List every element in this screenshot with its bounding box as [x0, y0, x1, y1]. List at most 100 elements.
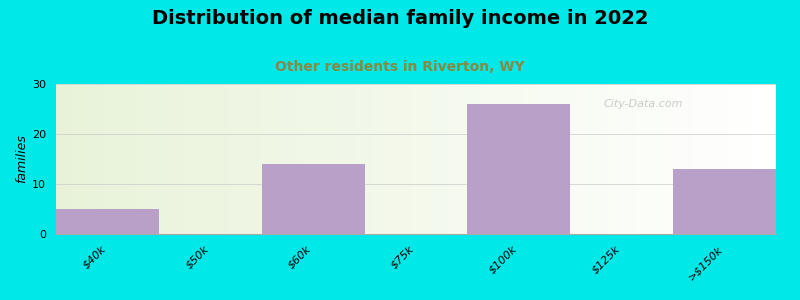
- Bar: [250, 84, 254, 234]
- Bar: [229, 84, 232, 234]
- Bar: [82, 84, 85, 234]
- Bar: [459, 84, 462, 234]
- Bar: [67, 84, 70, 234]
- Text: Distribution of median family income in 2022: Distribution of median family income in …: [152, 9, 648, 28]
- Bar: [740, 84, 743, 234]
- Bar: [538, 84, 542, 234]
- Bar: [574, 84, 578, 234]
- Bar: [337, 84, 341, 234]
- Bar: [668, 84, 671, 234]
- Bar: [56, 84, 60, 234]
- Bar: [409, 84, 413, 234]
- Bar: [294, 84, 298, 234]
- Bar: [697, 84, 701, 234]
- Bar: [722, 84, 726, 234]
- Bar: [308, 84, 311, 234]
- Bar: [618, 84, 621, 234]
- Bar: [603, 84, 606, 234]
- Bar: [693, 84, 697, 234]
- Bar: [362, 84, 366, 234]
- Bar: [164, 84, 168, 234]
- Bar: [747, 84, 750, 234]
- Bar: [704, 84, 707, 234]
- Bar: [358, 84, 362, 234]
- Bar: [467, 104, 570, 234]
- Bar: [254, 84, 258, 234]
- Bar: [517, 84, 520, 234]
- Bar: [186, 84, 189, 234]
- Bar: [567, 84, 570, 234]
- Bar: [275, 84, 279, 234]
- Bar: [553, 84, 556, 234]
- Bar: [226, 84, 229, 234]
- Bar: [171, 84, 175, 234]
- Bar: [556, 84, 560, 234]
- Bar: [157, 84, 160, 234]
- Bar: [114, 84, 118, 234]
- Bar: [442, 84, 445, 234]
- Bar: [193, 84, 197, 234]
- Bar: [466, 84, 470, 234]
- Bar: [150, 84, 154, 234]
- Bar: [625, 84, 629, 234]
- Bar: [730, 84, 733, 234]
- Bar: [139, 84, 142, 234]
- Bar: [701, 84, 704, 234]
- Bar: [673, 169, 776, 234]
- Bar: [304, 84, 308, 234]
- Bar: [671, 84, 675, 234]
- Bar: [514, 84, 517, 234]
- Bar: [398, 84, 402, 234]
- Bar: [182, 84, 186, 234]
- Bar: [430, 84, 434, 234]
- Bar: [715, 84, 718, 234]
- Bar: [686, 84, 690, 234]
- Bar: [394, 84, 398, 234]
- Bar: [524, 84, 527, 234]
- Bar: [560, 84, 563, 234]
- Bar: [246, 84, 250, 234]
- Bar: [290, 84, 294, 234]
- Bar: [527, 84, 531, 234]
- Bar: [502, 84, 506, 234]
- Bar: [322, 84, 326, 234]
- Bar: [452, 84, 456, 234]
- Bar: [128, 84, 131, 234]
- Bar: [491, 84, 495, 234]
- Bar: [315, 84, 318, 234]
- Bar: [600, 84, 603, 234]
- Bar: [63, 84, 67, 234]
- Bar: [200, 84, 203, 234]
- Bar: [168, 84, 171, 234]
- Bar: [711, 84, 715, 234]
- Bar: [769, 84, 773, 234]
- Bar: [434, 84, 438, 234]
- Bar: [298, 84, 301, 234]
- Bar: [733, 84, 736, 234]
- Bar: [210, 84, 214, 234]
- Bar: [207, 84, 210, 234]
- Bar: [354, 84, 358, 234]
- Bar: [646, 84, 650, 234]
- Bar: [402, 84, 405, 234]
- Bar: [654, 84, 657, 234]
- Bar: [632, 84, 636, 234]
- Bar: [416, 84, 420, 234]
- Bar: [96, 84, 99, 234]
- Bar: [279, 84, 283, 234]
- Bar: [629, 84, 632, 234]
- Bar: [754, 84, 758, 234]
- Bar: [510, 84, 514, 234]
- Bar: [675, 84, 678, 234]
- Bar: [121, 84, 125, 234]
- Bar: [636, 84, 639, 234]
- Bar: [384, 84, 387, 234]
- Bar: [366, 84, 370, 234]
- Bar: [373, 84, 377, 234]
- Bar: [341, 84, 344, 234]
- Bar: [758, 84, 762, 234]
- Bar: [413, 84, 416, 234]
- Bar: [326, 84, 330, 234]
- Bar: [773, 84, 776, 234]
- Bar: [610, 84, 614, 234]
